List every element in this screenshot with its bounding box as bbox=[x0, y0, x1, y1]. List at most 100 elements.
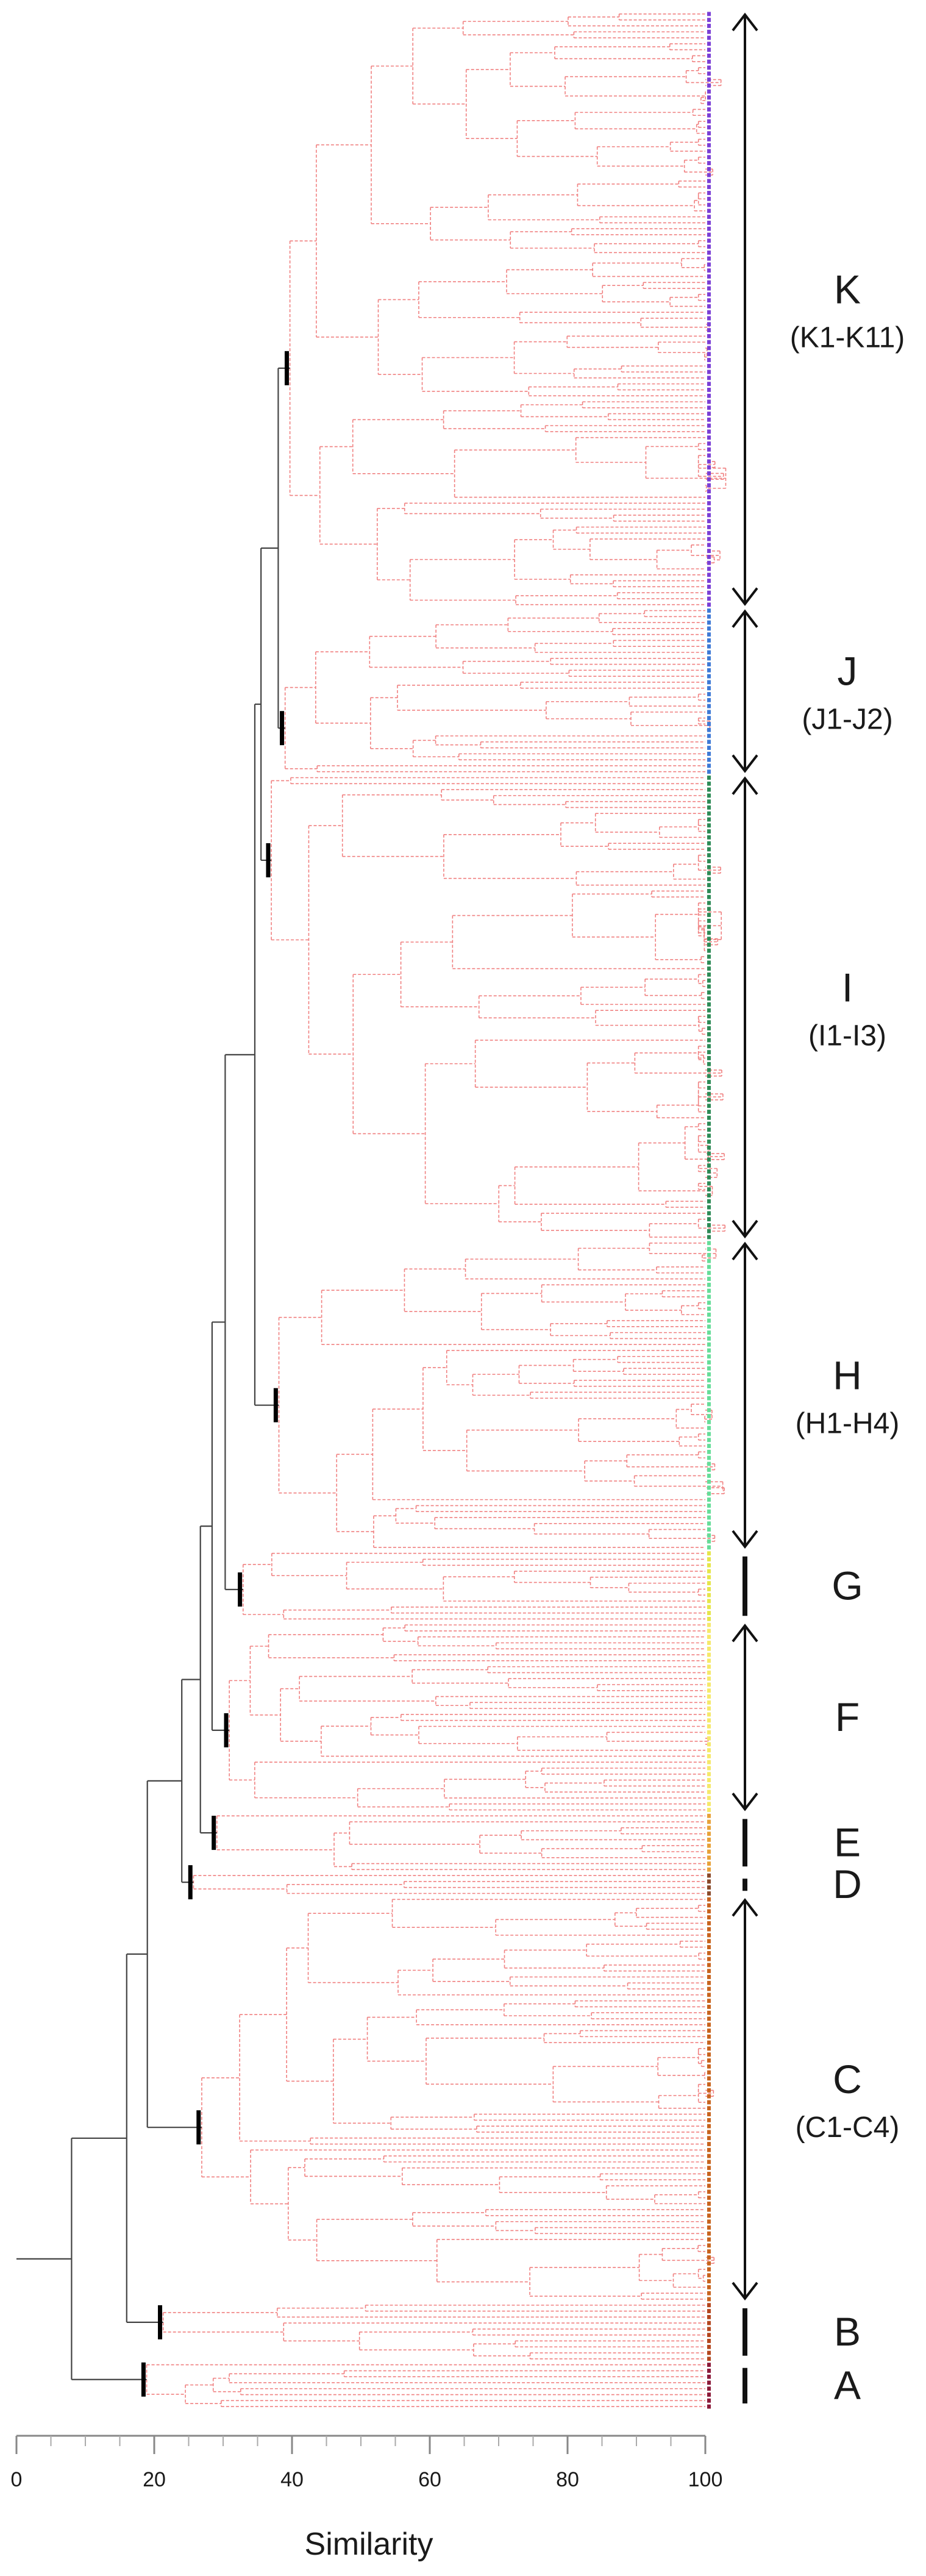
leaf-tick-c bbox=[707, 2118, 711, 2122]
leaf-tick-i bbox=[707, 1074, 711, 1079]
leaf-tick-c bbox=[707, 2016, 711, 2021]
leaf-tick-i bbox=[707, 805, 711, 810]
leaf-tick-e bbox=[707, 1825, 711, 1830]
leaf-tick-c bbox=[707, 1986, 711, 1991]
cluster-label-b: B bbox=[834, 2309, 861, 2354]
leaf-tick-i bbox=[707, 829, 711, 834]
leaf-tick-j bbox=[707, 757, 711, 762]
leaf-tick-h bbox=[707, 1241, 711, 1246]
leaf-tick-c bbox=[707, 2279, 711, 2284]
leaf-tick-i bbox=[707, 1223, 711, 1227]
leaf-tick-i bbox=[707, 787, 711, 792]
leaf-tick-e bbox=[707, 1819, 711, 1824]
leaf-tick-h bbox=[707, 1384, 711, 1389]
leaf-tick-c bbox=[707, 2070, 711, 2075]
leaf-tick-c bbox=[707, 2291, 711, 2296]
leaf-tick-c bbox=[707, 2201, 711, 2206]
leaf-tick-i bbox=[707, 1038, 711, 1043]
leaf-tick-c bbox=[707, 1909, 711, 1914]
leaf-tick-i bbox=[707, 1133, 711, 1138]
leaf-tick-c bbox=[707, 2172, 711, 2176]
cut-marker-k bbox=[284, 351, 289, 385]
leaf-tick-c bbox=[707, 2249, 711, 2254]
leaf-tick-c bbox=[707, 2034, 711, 2039]
leaf-tick-j bbox=[707, 626, 711, 631]
leaf-tick-c bbox=[707, 2052, 711, 2057]
leaf-tick-h bbox=[707, 1390, 711, 1394]
leaf-tick-h bbox=[707, 1378, 711, 1383]
leaf-tick-f bbox=[707, 1730, 711, 1735]
leaf-tick-b bbox=[707, 2303, 711, 2308]
leaf-tick-i bbox=[707, 1008, 711, 1013]
leaf-tick-c bbox=[707, 2219, 711, 2224]
leaf-tick-k bbox=[707, 590, 711, 595]
leaf-tick-j bbox=[707, 751, 711, 756]
cluster-label-d: D bbox=[833, 1861, 862, 1907]
leaf-tick-k bbox=[707, 149, 711, 154]
leaf-tick-j bbox=[707, 632, 711, 637]
leaf-tick-i bbox=[707, 1080, 711, 1085]
arrow-head-down-icon bbox=[732, 2282, 758, 2301]
leaf-tick-i bbox=[707, 823, 711, 828]
leaf-tick-c bbox=[707, 2112, 711, 2117]
leaf-tick-j bbox=[707, 733, 711, 738]
leaf-tick-k bbox=[707, 579, 711, 583]
leaf-tick-k bbox=[707, 363, 711, 368]
leaf-tick-e bbox=[707, 1849, 711, 1854]
leaf-tick-c bbox=[707, 2136, 711, 2141]
leaf-tick-k bbox=[707, 477, 711, 482]
leaf-tick-f bbox=[707, 1676, 711, 1681]
leaf-tick-i bbox=[707, 918, 711, 923]
leaf-tick-h bbox=[707, 1533, 711, 1538]
leaf-tick-i bbox=[707, 907, 711, 912]
leaf-tick-k bbox=[707, 459, 711, 464]
leaf-tick-i bbox=[707, 835, 711, 840]
leaf-tick-k bbox=[707, 215, 711, 219]
leaf-tick-k bbox=[707, 501, 711, 505]
leaf-tick-k bbox=[707, 161, 711, 165]
leaf-tick-k bbox=[707, 513, 711, 518]
leaf-tick-f bbox=[707, 1658, 711, 1663]
range-bar-e bbox=[743, 1819, 747, 1867]
leaf-tick-c bbox=[707, 2297, 711, 2302]
leaf-tick-c bbox=[707, 2237, 711, 2242]
leaf-tick-f bbox=[707, 1712, 711, 1717]
leaf-tick-g bbox=[707, 1605, 711, 1610]
leaf-tick-k bbox=[707, 286, 711, 291]
leaf-tick-c bbox=[707, 2005, 711, 2009]
leaf-tick-f bbox=[707, 1724, 711, 1729]
leaf-tick-h bbox=[707, 1342, 711, 1347]
leaf-tick-b bbox=[707, 2344, 711, 2349]
leaf-tick-k bbox=[707, 166, 711, 171]
leaf-tick-h bbox=[707, 1396, 711, 1400]
range-bar-g bbox=[743, 1556, 747, 1616]
x-tick-label: 20 bbox=[143, 2468, 166, 2491]
leaf-tick-j bbox=[707, 638, 711, 643]
leaf-tick-k bbox=[707, 202, 711, 207]
leaf-tick-k bbox=[707, 387, 711, 392]
leaf-tick-k bbox=[707, 119, 711, 124]
leaf-tick-g bbox=[707, 1616, 711, 1621]
range-bar-d bbox=[743, 1878, 747, 1891]
arrow-head-down-icon bbox=[732, 1219, 758, 1239]
x-axis: 0 20 40 60 80 100 bbox=[11, 2435, 723, 2491]
leaf-tick-j bbox=[707, 680, 711, 685]
leaf-tick-h bbox=[707, 1366, 711, 1371]
leaf-tick-i bbox=[707, 1217, 711, 1222]
leaf-tick-f bbox=[707, 1736, 711, 1741]
leaf-tick-k bbox=[707, 125, 711, 130]
leaf-tick-k bbox=[707, 196, 711, 201]
leaf-tick-k bbox=[707, 95, 711, 100]
leaf-tick-i bbox=[707, 865, 711, 869]
leaf-tick-k bbox=[707, 555, 711, 559]
leaf-tick-i bbox=[707, 883, 711, 888]
leaf-tick-c bbox=[707, 2094, 711, 2099]
x-tick-label: 100 bbox=[688, 2468, 723, 2491]
leaf-tick-f bbox=[707, 1688, 711, 1693]
leaf-tick-k bbox=[707, 322, 711, 327]
leaf-tick-c bbox=[707, 2082, 711, 2087]
leaf-tick-c bbox=[707, 2207, 711, 2212]
leaf-tick-c bbox=[707, 2255, 711, 2260]
leaf-tick-k bbox=[707, 369, 711, 374]
leaf-tick-c bbox=[707, 1993, 711, 1997]
